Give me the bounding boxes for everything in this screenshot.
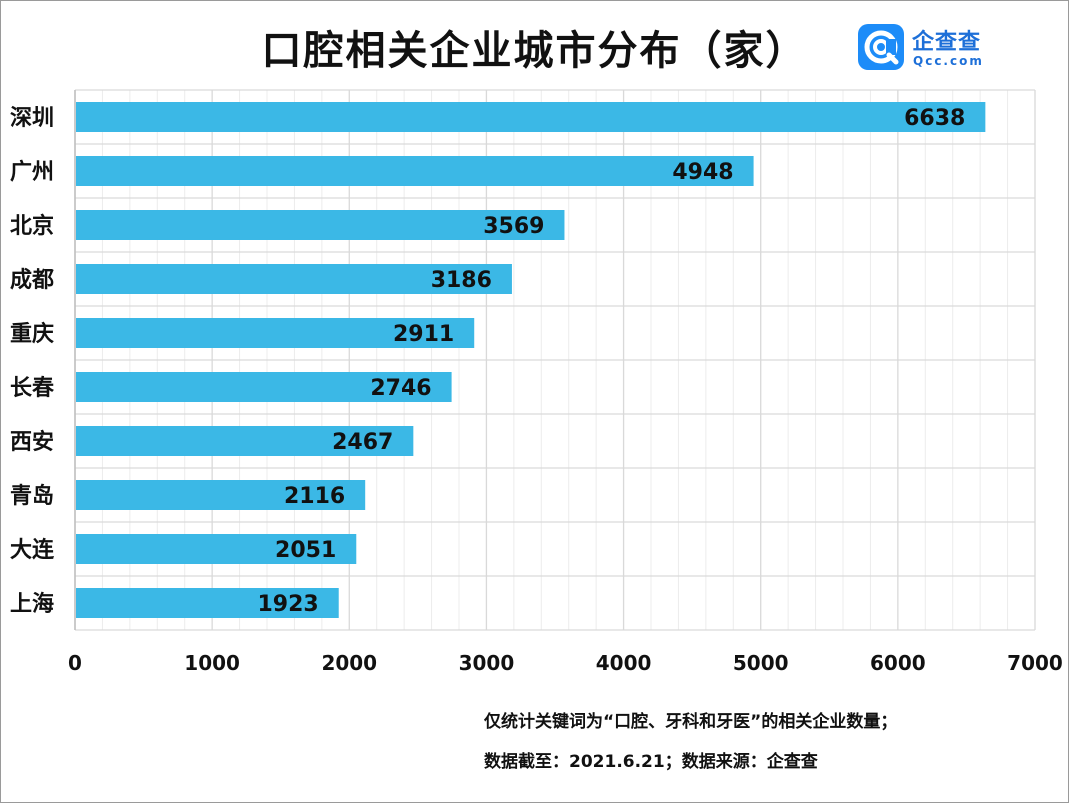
x-tick-label: 6000 bbox=[870, 651, 926, 675]
x-tick-label: 5000 bbox=[733, 651, 789, 675]
chart-title: 口腔相关企业城市分布（家） bbox=[261, 28, 808, 74]
footnote-scope: 仅统计关键词为“口腔、牙科和牙医”的相关企业数量； bbox=[484, 712, 898, 732]
data-label: 3569 bbox=[483, 214, 544, 239]
category-label: 重庆 bbox=[10, 321, 54, 347]
bar bbox=[76, 210, 565, 240]
footnote-source: 数据截至：2021.6.21；数据来源：企查查 bbox=[484, 752, 818, 772]
data-label: 2467 bbox=[332, 430, 393, 455]
data-label: 2911 bbox=[393, 322, 454, 347]
category-label: 西安 bbox=[10, 429, 54, 455]
bar bbox=[76, 102, 986, 132]
data-label: 1923 bbox=[257, 592, 318, 617]
data-label: 4948 bbox=[672, 160, 733, 185]
x-tick-label: 0 bbox=[68, 651, 82, 675]
x-tick-label: 1000 bbox=[184, 651, 240, 675]
category-label: 青岛 bbox=[10, 483, 54, 509]
category-label: 北京 bbox=[10, 213, 54, 239]
category-label: 大连 bbox=[10, 537, 55, 563]
data-label: 2116 bbox=[284, 484, 345, 509]
category-label: 成都 bbox=[10, 268, 54, 293]
x-tick-label: 3000 bbox=[459, 651, 515, 675]
category-label: 上海 bbox=[10, 591, 54, 617]
bar bbox=[76, 318, 475, 348]
qcc-logo-icon bbox=[858, 24, 904, 70]
data-label: 6638 bbox=[904, 106, 965, 131]
bar bbox=[76, 156, 754, 186]
bar bbox=[76, 372, 452, 402]
data-label: 3186 bbox=[431, 268, 492, 293]
bar bbox=[76, 264, 512, 294]
data-label: 2051 bbox=[275, 538, 336, 563]
bar bbox=[76, 480, 366, 510]
logo-name: 企查查 bbox=[912, 30, 982, 55]
bar-chart: 0 1000 2000 3000 4000 5000 6000 7000 深圳 6638 广州 494… bbox=[10, 89, 1063, 675]
logo-domain: Qcc.com bbox=[913, 54, 984, 68]
category-label: 长春 bbox=[10, 376, 54, 401]
x-tick-label: 4000 bbox=[596, 651, 652, 675]
bar bbox=[76, 534, 357, 564]
bar bbox=[76, 588, 339, 618]
data-label: 2746 bbox=[370, 376, 431, 401]
qcc-logo: 企查查 Qcc.com bbox=[858, 24, 998, 72]
category-label: 深圳 bbox=[10, 106, 54, 131]
x-tick-label: 7000 bbox=[1007, 651, 1063, 675]
category-label: 广州 bbox=[10, 159, 54, 185]
bar bbox=[76, 426, 414, 456]
x-tick-label: 2000 bbox=[321, 651, 377, 675]
